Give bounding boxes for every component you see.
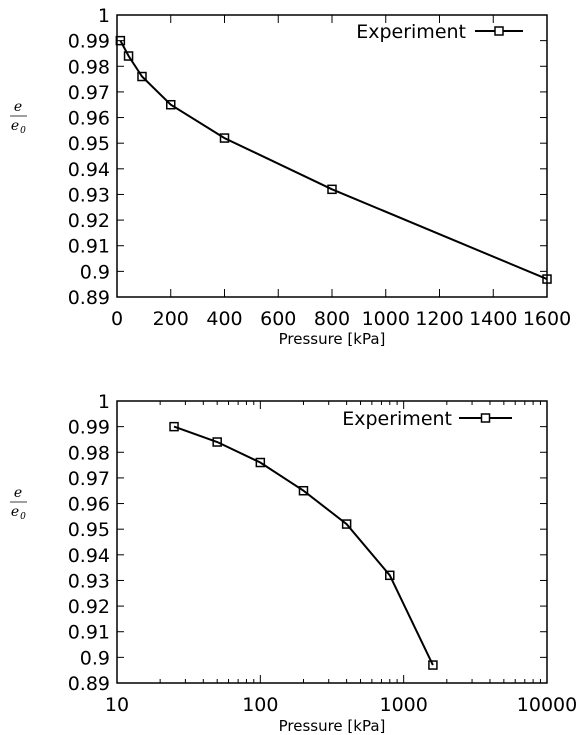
- y-tick-label: 0.9: [80, 261, 110, 283]
- y-tick-label: 1: [98, 5, 110, 27]
- y-axis-label-denominator: e: [11, 118, 19, 134]
- x-tick-label: 0: [111, 308, 123, 330]
- y-tick-label: 0.93: [68, 570, 110, 592]
- y-tick-label: 0.9: [80, 647, 110, 669]
- series-line: [173, 425, 434, 666]
- data-point-marker: [219, 133, 230, 143]
- data-point-marker: [137, 71, 147, 82]
- data-point-marker: [212, 437, 222, 447]
- legend-marker: [494, 26, 504, 36]
- y-tick-label: 0.96: [68, 494, 110, 516]
- y-axis-label-denominator: e: [11, 504, 19, 520]
- y-tick-label: 0.94: [68, 159, 110, 181]
- data-point-marker: [385, 570, 395, 581]
- y-tick-label: 0.91: [68, 236, 110, 258]
- y-axis-label: ee 0: [10, 485, 27, 522]
- y-axis-label-numerator: e: [14, 99, 22, 115]
- y-tick-label: 0.98: [68, 56, 110, 78]
- data-point-marker: [341, 519, 352, 529]
- y-tick-label: 0.99: [68, 31, 110, 53]
- x-tick-label: 400: [206, 308, 242, 330]
- chart-log-pressure: 0.89 0.9 0.91 0.92 0.93 0.94 0.95 0.96 0.97 0.98 0…: [10, 391, 576, 735]
- y-axis-label-subscript: 0: [20, 126, 26, 136]
- x-tick-label: 600: [260, 308, 296, 330]
- y-tick-label: 0.96: [68, 108, 110, 130]
- data-point-marker: [166, 99, 176, 110]
- y-tick-label: 0.95: [68, 133, 110, 155]
- y-axis-label: ee 0: [10, 99, 27, 136]
- x-tick-label: 1600: [523, 308, 571, 330]
- chart-linear-pressure: 0.89 0.9 0.91 0.92 0.93 0.94 0.95 0.96 0.97 0.98 0…: [10, 5, 571, 348]
- plot-frame: [116, 14, 548, 298]
- x-tick-label: 1200: [415, 308, 463, 330]
- y-tick-label: 0.93: [68, 184, 110, 206]
- y-tick-label: 0.98: [68, 442, 110, 464]
- data-point-marker: [327, 184, 337, 195]
- x-tick-label: 10000: [517, 694, 576, 716]
- y-tick-label: 0.97: [68, 82, 110, 104]
- y-tick-label: 0.92: [68, 210, 110, 232]
- data-point-marker: [123, 51, 134, 61]
- x-axis-label: Pressure [kPa]: [279, 717, 386, 735]
- data-point-marker: [298, 485, 309, 496]
- y-axis-label-numerator: e: [14, 485, 22, 501]
- y-tick-label: 0.99: [68, 417, 110, 439]
- legend-label: Experiment: [342, 408, 452, 430]
- y-tick-label: 0.92: [68, 596, 110, 618]
- data-point-marker: [255, 457, 266, 468]
- x-tick-label: 1000: [379, 694, 427, 716]
- y-tick-label: 0.89: [68, 287, 110, 309]
- x-tick-label: 1400: [469, 308, 517, 330]
- x-tick-label: 10: [105, 694, 129, 716]
- legend-marker: [480, 413, 491, 423]
- x-axis-label: Pressure [kPa]: [279, 330, 386, 348]
- data-point-marker: [115, 35, 126, 46]
- plot-frame: [116, 400, 548, 684]
- y-axis-label-subscript: 0: [20, 512, 26, 522]
- y-tick-label: 0.94: [68, 545, 110, 567]
- series-line: [119, 40, 548, 281]
- y-tick-label: 0.95: [68, 519, 110, 541]
- y-tick-label: 0.91: [68, 622, 110, 644]
- data-point-marker: [542, 274, 552, 284]
- x-tick-label: 100: [242, 694, 278, 716]
- x-tick-label: 200: [153, 308, 189, 330]
- y-tick-label: 0.89: [68, 673, 110, 695]
- y-tick-label: 1: [98, 391, 110, 413]
- data-point-marker: [169, 421, 179, 432]
- data-point-marker: [428, 660, 438, 670]
- y-tick-label: 0.97: [68, 468, 110, 490]
- x-tick-label: 1000: [362, 308, 410, 330]
- legend-label: Experiment: [356, 21, 466, 43]
- x-tick-label: 800: [314, 308, 350, 330]
